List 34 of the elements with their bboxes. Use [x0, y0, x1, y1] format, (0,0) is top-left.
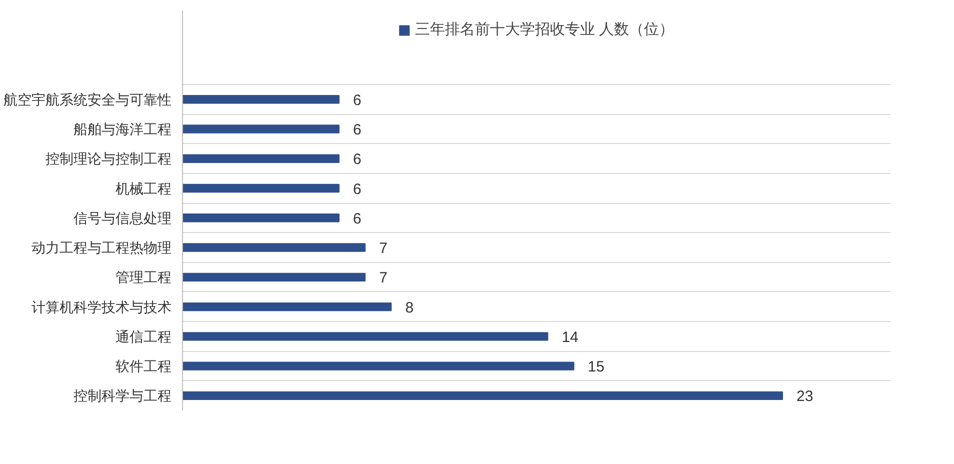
y-tick-label: 控制科学与工程: [74, 388, 172, 404]
data-label: 15: [588, 358, 604, 376]
bar: [182, 302, 392, 312]
bar: [182, 272, 366, 282]
y-tick-label: 控制理论与控制工程: [46, 150, 172, 167]
data-label: 6: [353, 210, 362, 228]
y-tick-label: 航空宇航系统安全与可靠性: [4, 91, 172, 108]
data-label: 23: [796, 388, 814, 406]
bar: [182, 154, 340, 163]
data-label: 6: [353, 151, 362, 168]
data-label: 7: [379, 240, 388, 258]
y-tick-label: 机械工程: [116, 180, 172, 196]
y-tick-label: 信号与信息处理: [74, 210, 172, 226]
bar: [182, 95, 340, 104]
y-tick-label: 动力工程与工程热物理: [32, 240, 172, 256]
y-tick-label: 软件工程: [116, 358, 172, 374]
data-label: 6: [353, 92, 362, 109]
data-label: 7: [379, 270, 388, 287]
bar: [182, 391, 783, 400]
y-tick-label: 通信工程: [116, 328, 172, 344]
y-tick-label: 计算机科学技术与技术: [32, 298, 172, 315]
legend-label: 三年排名前十大学招收专业 人数（位）: [414, 20, 674, 39]
bar: [182, 124, 340, 134]
bar: [182, 243, 366, 252]
bar: [182, 332, 548, 341]
data-label: 14: [562, 328, 578, 346]
y-tick-label: 管理工程: [116, 269, 172, 286]
y-tick-label: 船舶与海洋工程: [74, 121, 172, 138]
data-label: 8: [405, 299, 414, 316]
bar: [182, 184, 340, 193]
data-label: 6: [353, 180, 362, 198]
bar: [182, 362, 574, 370]
bar: [182, 214, 340, 222]
data-label: 6: [353, 122, 362, 139]
